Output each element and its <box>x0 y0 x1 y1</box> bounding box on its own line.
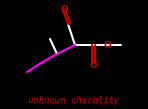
Text: O: O <box>103 41 111 49</box>
Text: O: O <box>60 4 68 14</box>
Text: unknown chirality: unknown chirality <box>28 95 120 105</box>
Text: O: O <box>89 60 97 70</box>
